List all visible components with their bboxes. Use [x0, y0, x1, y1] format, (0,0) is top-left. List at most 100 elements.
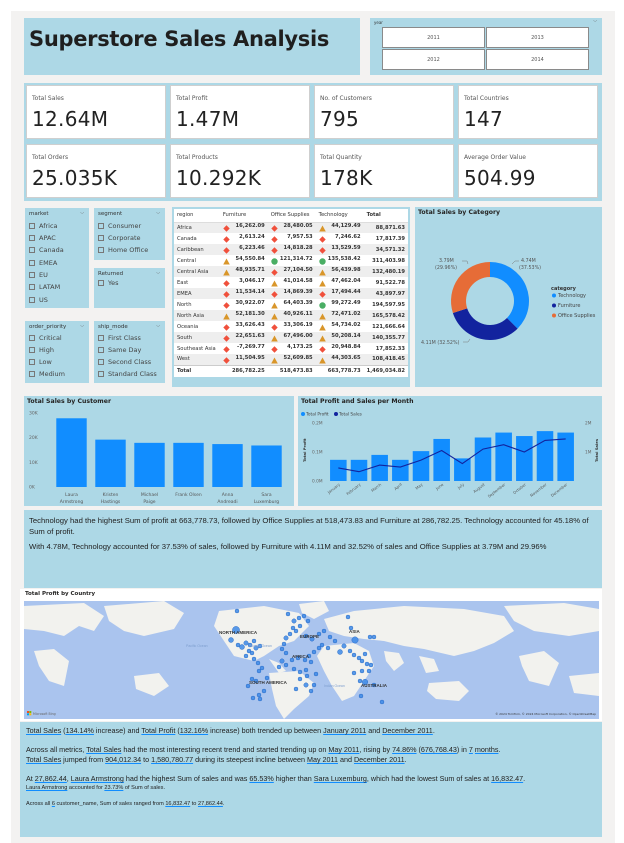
profit-bar[interactable]: [495, 432, 512, 481]
country-bubble[interactable]: [327, 634, 333, 640]
matrix-row[interactable]: East 3,046.17 41,014.58 47,462.04 91,522.78: [174, 277, 408, 288]
matrix-row[interactable]: EMEA 11,534.14 14,869.39 17,494.44 43,897.97: [174, 288, 408, 299]
country-bubble[interactable]: [246, 648, 252, 654]
country-bubble[interactable]: [283, 662, 289, 668]
profit-bar[interactable]: [350, 459, 368, 481]
slicer-item-home-office[interactable]: Home Office: [98, 246, 148, 254]
country-bubble[interactable]: [253, 678, 259, 684]
country-bubble[interactable]: [304, 673, 310, 679]
profit-bar[interactable]: [371, 454, 388, 481]
donut-slice-office-supplies[interactable]: [451, 262, 490, 314]
column-header-technology[interactable]: Technology: [315, 209, 364, 223]
country-bubble[interactable]: [285, 611, 291, 617]
checkbox[interactable]: [29, 223, 35, 229]
matrix-row[interactable]: South 22,651.63 67,496.00 50,208.14 140,355.…: [174, 332, 408, 343]
narrative-highlight[interactable]: December 2011: [353, 755, 405, 764]
checkbox[interactable]: [29, 260, 35, 266]
legend-item[interactable]: Total Profit: [305, 412, 329, 418]
country-bubble[interactable]: [251, 656, 257, 662]
country-bubble[interactable]: [256, 668, 262, 674]
country-bubble[interactable]: [297, 669, 303, 675]
country-bubble[interactable]: [308, 659, 314, 665]
slicer-item-corporate[interactable]: Corporate: [98, 234, 141, 242]
checkbox[interactable]: [98, 223, 104, 229]
country-bubble[interactable]: [249, 676, 255, 682]
map-attribution[interactable]: © 2024 TomTom, © 2024 Microsoft Corporat…: [495, 712, 596, 716]
country-bubble[interactable]: [256, 692, 262, 698]
chevron-down-icon[interactable]: ⌵: [156, 323, 160, 329]
matrix-row[interactable]: North Asia 52,181.30 40,926.11 72,471.02 165…: [174, 310, 408, 321]
country-bubble[interactable]: [351, 636, 359, 644]
country-bubble[interactable]: [303, 682, 309, 688]
map-canvas[interactable]: NORTH AMERICA EUROPE ASIA AFRICA SOUTH A…: [24, 601, 599, 719]
narrative-highlight[interactable]: 904,012.34: [105, 755, 142, 764]
country-bubble[interactable]: [291, 618, 297, 624]
country-bubble[interactable]: [306, 653, 312, 659]
country-bubble[interactable]: [367, 634, 373, 640]
country-bubble[interactable]: [250, 695, 256, 701]
country-bubble[interactable]: [283, 650, 289, 656]
country-bubble[interactable]: [281, 641, 287, 647]
country-bubble[interactable]: [283, 635, 289, 641]
country-bubble[interactable]: [303, 633, 309, 639]
narrative-highlight[interactable]: 676,768.43: [420, 745, 457, 754]
checkbox[interactable]: [98, 359, 104, 365]
country-bubble[interactable]: [276, 664, 282, 670]
country-bubble[interactable]: [249, 650, 255, 656]
country-bubble[interactable]: [291, 666, 297, 672]
slicer-item-standard-class[interactable]: Standard Class: [98, 370, 157, 378]
slicer-item-critical[interactable]: Critical: [29, 334, 62, 342]
year-option-2013[interactable]: 2013: [486, 27, 589, 48]
slicer-item-same-day[interactable]: Same Day: [98, 346, 141, 354]
country-bubble[interactable]: [347, 648, 353, 654]
profit-bar[interactable]: [474, 437, 492, 482]
matrix-row[interactable]: Africa 16,262.09 28,480.05 44,129.49 88,871.…: [174, 222, 408, 233]
profit-bar[interactable]: [454, 458, 471, 481]
country-bubble[interactable]: [297, 676, 303, 682]
donut-slice-furniture[interactable]: [452, 308, 518, 340]
matrix-row[interactable]: Southeast Asia -7,269.77 4,173.25 20,948.84…: [174, 343, 408, 354]
narrative-highlight[interactable]: Sara Luxemburg: [313, 774, 367, 783]
narrative-highlight[interactable]: 1,580,780.77: [151, 755, 194, 764]
country-bubble[interactable]: [279, 658, 285, 664]
narrative-highlight[interactable]: 16,832.47: [165, 801, 191, 807]
column-header-furniture[interactable]: Furniture: [219, 209, 268, 223]
country-bubble[interactable]: [279, 646, 285, 652]
column-header-region[interactable]: region: [174, 209, 220, 223]
chevron-down-icon[interactable]: ⌵: [156, 210, 160, 216]
country-bubble[interactable]: [357, 678, 363, 684]
narrative-highlight[interactable]: 65.53%: [249, 774, 274, 783]
slicer-item-low[interactable]: Low: [29, 358, 52, 366]
narrative-highlight[interactable]: December 2011: [382, 726, 433, 735]
profit-bar[interactable]: [557, 432, 574, 481]
country-bubble[interactable]: [356, 655, 362, 661]
narrative-highlight[interactable]: 23.73%: [104, 785, 124, 791]
checkbox[interactable]: [29, 235, 35, 241]
profit-bar[interactable]: [516, 436, 533, 481]
donut-slice-technology[interactable]: [490, 262, 529, 329]
country-bubble[interactable]: [251, 638, 257, 644]
country-bubble[interactable]: [341, 643, 347, 649]
country-bubble[interactable]: [296, 615, 302, 621]
profit-bar[interactable]: [412, 451, 430, 481]
narrative-highlight[interactable]: Laura Armstrong: [26, 785, 68, 791]
country-bubble[interactable]: [245, 683, 251, 689]
profit-bar[interactable]: [536, 431, 554, 481]
country-bubble[interactable]: [371, 634, 377, 640]
country-bubble[interactable]: [257, 643, 263, 649]
country-bubble[interactable]: [295, 655, 301, 661]
country-bubble[interactable]: [358, 693, 364, 699]
world-map[interactable]: NORTH AMERICA EUROPE ASIA AFRICA SOUTH A…: [24, 601, 599, 719]
narrative-highlight[interactable]: 27,862.44: [34, 774, 67, 783]
country-bubble[interactable]: [311, 682, 317, 688]
narrative-highlight[interactable]: Total Profit: [141, 726, 176, 735]
slicer-item-eu[interactable]: EU: [29, 271, 48, 279]
chevron-down-icon[interactable]: ⌵: [156, 270, 160, 276]
matrix-row[interactable]: Oceania 33,626.43 33,306.19 54,734.02 121,66…: [174, 321, 408, 332]
country-bubble[interactable]: [290, 625, 296, 631]
slicer-item-africa[interactable]: Africa: [29, 222, 58, 230]
country-bubble[interactable]: [351, 652, 357, 658]
country-bubble[interactable]: [308, 688, 314, 694]
country-bubble[interactable]: [234, 608, 240, 614]
narrative-highlight[interactable]: Total Sales: [86, 745, 122, 754]
